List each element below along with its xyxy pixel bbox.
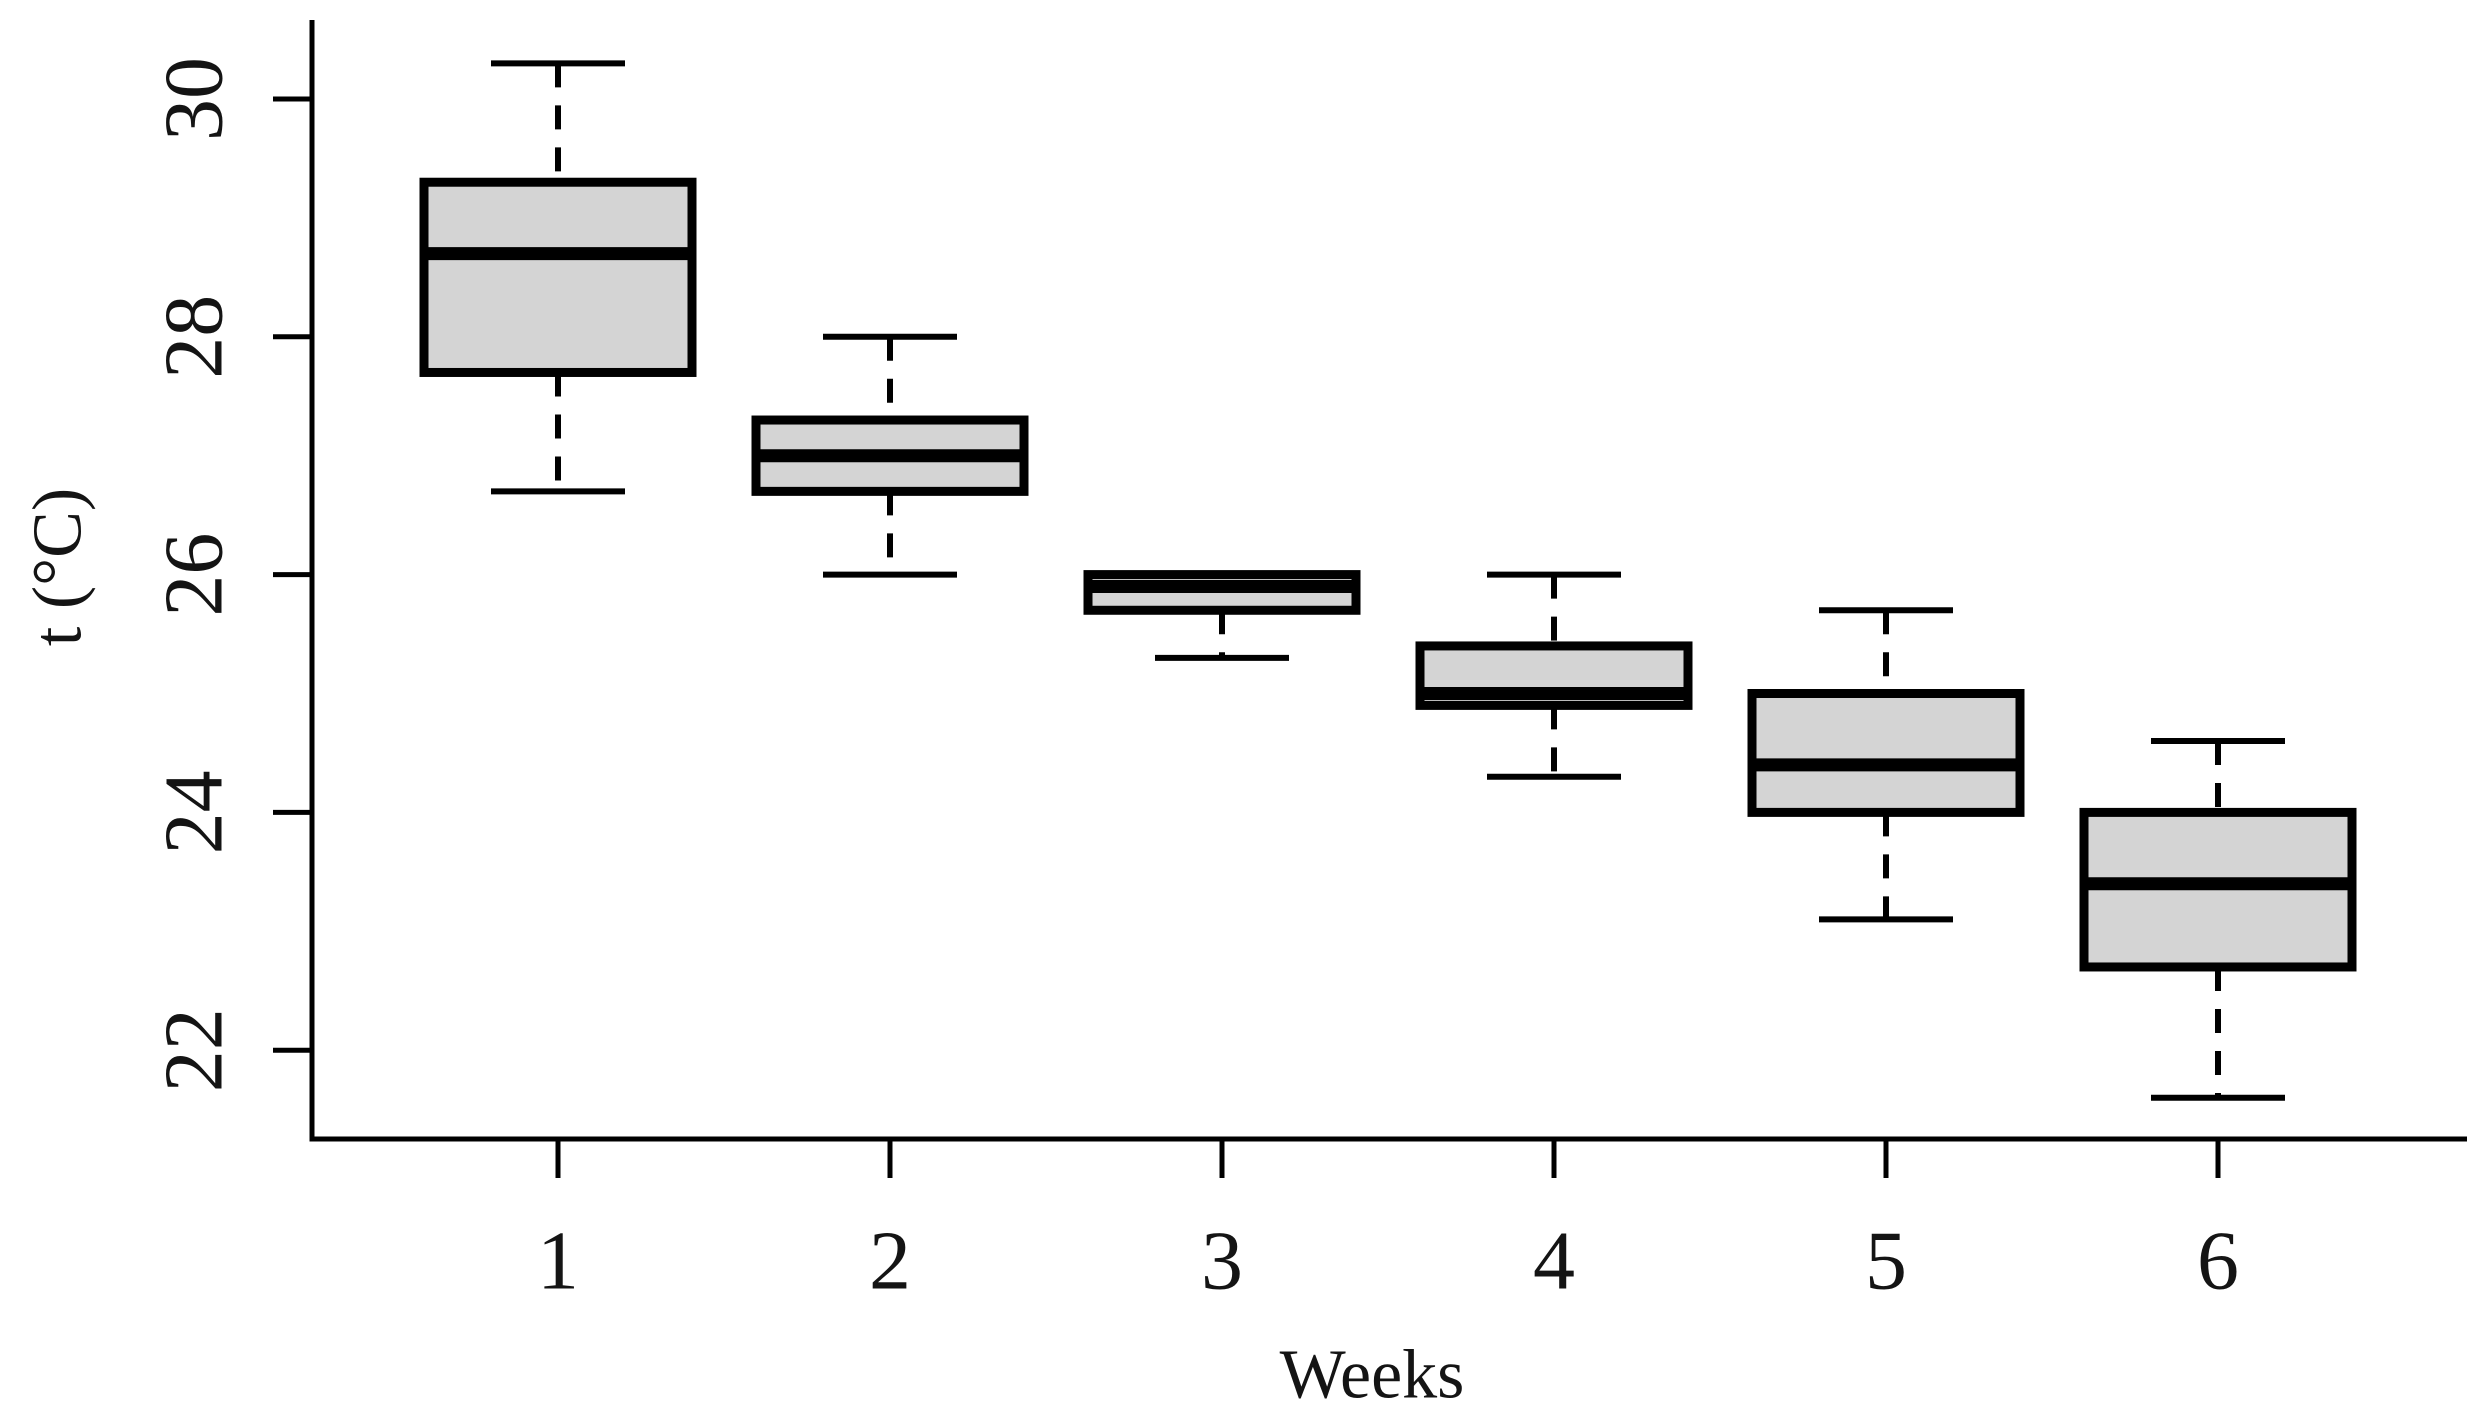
boxplot-week-3 [1083, 570, 1361, 661]
x-axis-title: Weeks [1280, 1337, 1465, 1414]
boxplot-week-5 [1747, 607, 2025, 923]
y-tick-label-26: 26 [148, 533, 241, 617]
y-tick-label-28: 28 [148, 295, 241, 379]
y-axis-title: t (°C) [20, 488, 97, 646]
axes: 22 24 26 28 30 1 2 3 4 5 6 [148, 20, 2467, 1308]
boxplot-week-4 [1415, 571, 1693, 780]
x-tick-label-6: 6 [2197, 1215, 2239, 1308]
y-tick-label-24: 24 [148, 770, 241, 854]
boxplot-week-1 [419, 60, 697, 495]
x-tick-label-1: 1 [537, 1215, 579, 1308]
boxplot-week-2 [751, 333, 1029, 578]
iqr-box [1747, 689, 2025, 817]
x-tick-label-4: 4 [1533, 1215, 1575, 1308]
iqr-box [419, 177, 697, 377]
x-tick-label-2: 2 [869, 1215, 911, 1308]
x-tick-label-5: 5 [1865, 1215, 1907, 1308]
boxplot-week-6 [2079, 738, 2357, 1101]
x-tick-label-3: 3 [1201, 1215, 1243, 1308]
y-tick-label-30: 30 [148, 57, 241, 141]
y-tick-label-22: 22 [148, 1008, 241, 1092]
